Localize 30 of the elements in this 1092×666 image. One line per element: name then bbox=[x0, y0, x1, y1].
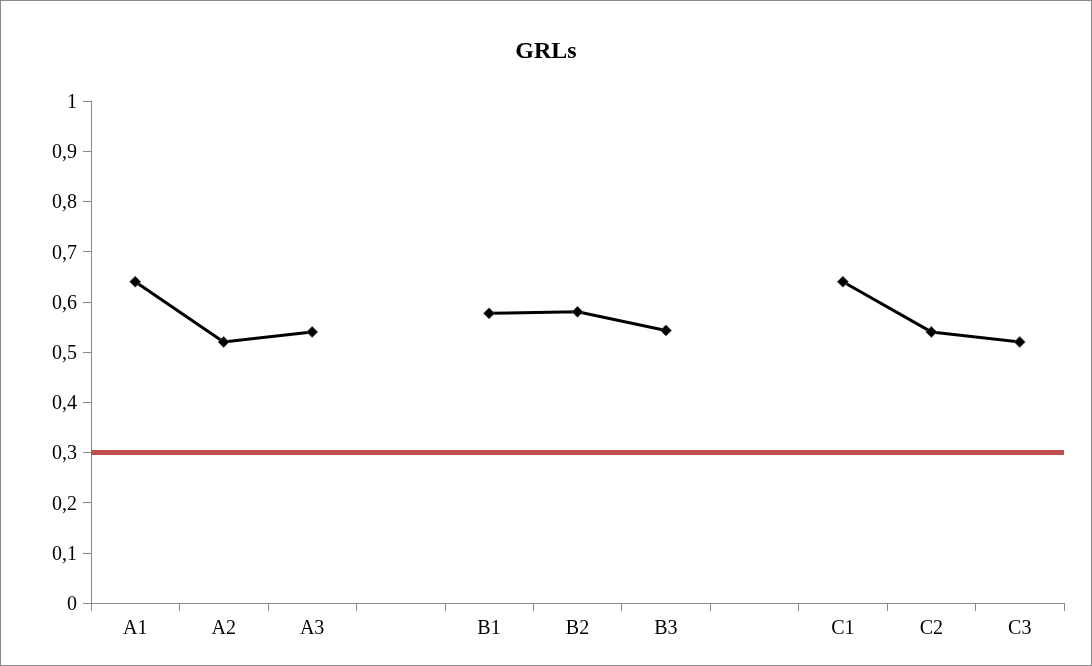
point bbox=[571, 305, 584, 318]
x-tick-label: B2 bbox=[565, 616, 590, 638]
x-tick-label: B3 bbox=[654, 616, 678, 638]
point bbox=[660, 324, 672, 337]
point bbox=[1013, 336, 1026, 348]
x-tick-label: A2 bbox=[211, 616, 236, 638]
x-tick-label: C2 bbox=[919, 616, 943, 638]
point bbox=[217, 336, 230, 348]
point bbox=[836, 275, 849, 288]
point bbox=[925, 326, 938, 338]
point bbox=[306, 326, 319, 338]
x-tick-label: A3 bbox=[299, 616, 325, 638]
x-tick-label: A1 bbox=[123, 616, 148, 638]
point bbox=[483, 307, 495, 320]
y-tick-label: 0,5 bbox=[52, 341, 77, 363]
y-tick-label: 0,6 bbox=[52, 290, 77, 313]
x-tick-label: C3 bbox=[1008, 616, 1032, 638]
y-tick-label: 0,8 bbox=[52, 190, 77, 213]
point bbox=[129, 275, 142, 288]
x-tick-label: C1 bbox=[831, 616, 855, 638]
y-tick-label: 0,9 bbox=[52, 140, 77, 163]
chart-title: GRLs bbox=[515, 37, 577, 63]
x-tick-label: B1 bbox=[477, 616, 501, 638]
y-tick-label: 0,2 bbox=[52, 491, 77, 514]
y-tick-label: 0,1 bbox=[52, 541, 77, 564]
y-tick-label: 0,7 bbox=[52, 240, 77, 263]
y-tick-label: 0 bbox=[67, 592, 77, 614]
y-tick-label: 1 bbox=[67, 90, 77, 112]
y-tick-label: 0,3 bbox=[52, 441, 77, 464]
y-tick-label: 0,4 bbox=[52, 391, 77, 414]
